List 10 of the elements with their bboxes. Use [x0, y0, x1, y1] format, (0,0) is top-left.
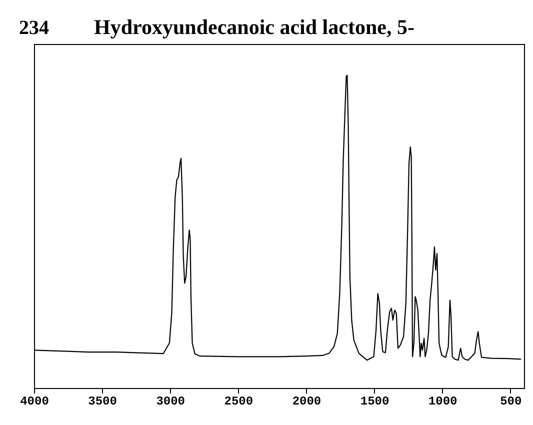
x-tick-label: 2500	[224, 394, 254, 408]
x-tick-label: 4000	[20, 394, 49, 408]
x-tick-label: 1000	[428, 394, 458, 408]
x-tick-label: 1500	[360, 394, 390, 408]
x-tick-label: 3000	[156, 394, 186, 408]
x-tick-label: 2000	[292, 394, 322, 408]
text: 234	[19, 17, 49, 39]
x-tick-label: 3500	[88, 394, 117, 408]
chart-title: Hydroxyundecanoic acid lactone, 5-	[94, 15, 414, 39]
x-tick-label: 500	[500, 394, 522, 408]
